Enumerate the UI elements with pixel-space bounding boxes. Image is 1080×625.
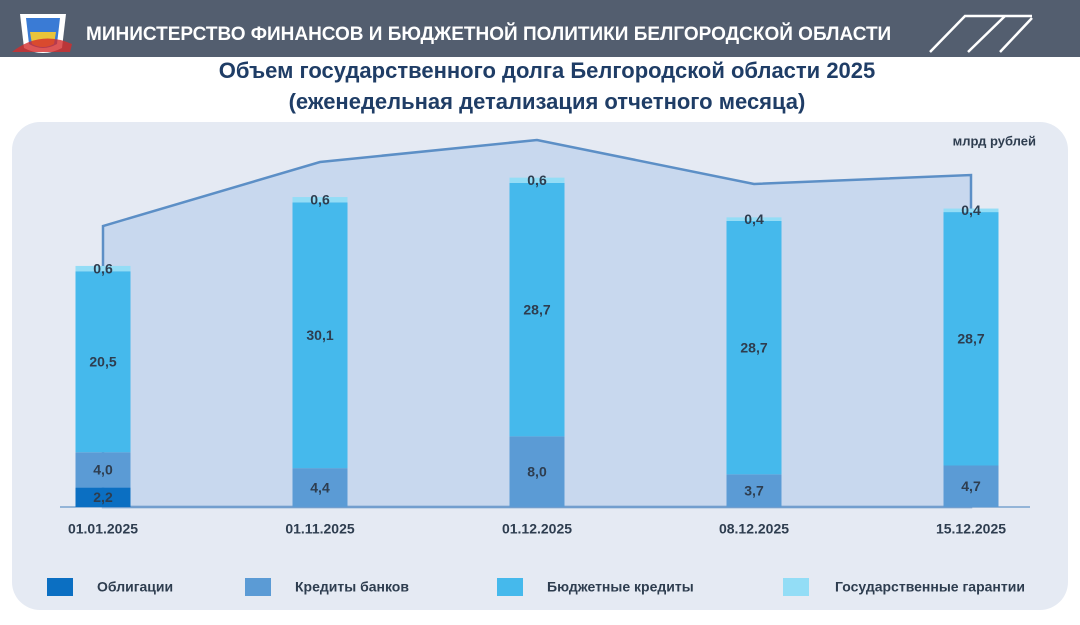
chart-subtitle: (еженедельная детализация отчетного меся… <box>289 89 806 114</box>
value-label: 20,5 <box>89 353 116 369</box>
logo <box>12 14 72 53</box>
chart-title: Объем государственного долга Белгородско… <box>219 58 876 83</box>
value-label: 0,6 <box>93 260 113 276</box>
bar-segment <box>292 197 348 203</box>
value-label: 4,0 <box>93 462 113 478</box>
header-decoration <box>929 14 1033 53</box>
x-tick-label: 08.12.2025 <box>719 521 789 537</box>
value-label: 4,7 <box>961 478 981 494</box>
legend-label: Бюджетные кредиты <box>547 579 694 595</box>
bar-segment <box>943 208 999 213</box>
plot: 2,2 4,0 20,5 0,6 01.01.2025 4,4 30,1 0,6 01.11.2… <box>47 172 1025 596</box>
bar-segment <box>75 271 131 453</box>
legend-label: Государственные гарантии <box>835 579 1025 595</box>
unit-label: млрд рублей <box>953 133 1036 148</box>
legend-swatch <box>47 578 73 596</box>
x-tick-label: 15.12.2025 <box>936 521 1006 537</box>
value-label: 0,4 <box>744 211 764 227</box>
value-label: 3,7 <box>744 482 764 498</box>
value-label: 0,4 <box>961 202 981 218</box>
header-bar <box>0 0 1080 57</box>
bar-segment <box>292 202 348 469</box>
value-label: 2,2 <box>93 489 113 505</box>
legend-label: Кредиты банков <box>295 579 409 595</box>
x-tick-label: 01.01.2025 <box>68 521 138 537</box>
bar-segment <box>75 265 131 272</box>
value-label: 28,7 <box>957 330 984 346</box>
bar-segment <box>509 177 565 183</box>
value-label: 28,7 <box>523 301 550 317</box>
x-tick-label: 01.11.2025 <box>285 521 355 537</box>
bar-segment <box>943 465 999 507</box>
bar-segment <box>509 182 565 437</box>
bar-segment <box>75 452 131 488</box>
bar-segment <box>726 217 782 221</box>
legend-swatch <box>497 578 523 596</box>
bar-segment <box>943 212 999 466</box>
bar-segment <box>292 468 348 507</box>
bar-segment <box>75 487 131 507</box>
legend-swatch <box>783 578 809 596</box>
value-label: 28,7 <box>740 339 767 355</box>
x-tick-label: 01.12.2025 <box>502 521 572 537</box>
value-label: 8,0 <box>527 463 547 479</box>
legend-label: Облигации <box>97 579 173 595</box>
legend-swatch <box>245 578 271 596</box>
value-label: 4,4 <box>310 479 330 495</box>
value-label: 0,6 <box>310 191 330 207</box>
header-title: МИНИСТЕРСТВО ФИНАНСОВ И БЮДЖЕТНОЙ ПОЛИТИ… <box>86 23 891 45</box>
bar-segment <box>726 474 782 507</box>
value-label: 30,1 <box>306 327 333 343</box>
bar-segment <box>726 220 782 475</box>
bar-segment <box>509 436 565 507</box>
value-label: 0,6 <box>527 172 547 188</box>
